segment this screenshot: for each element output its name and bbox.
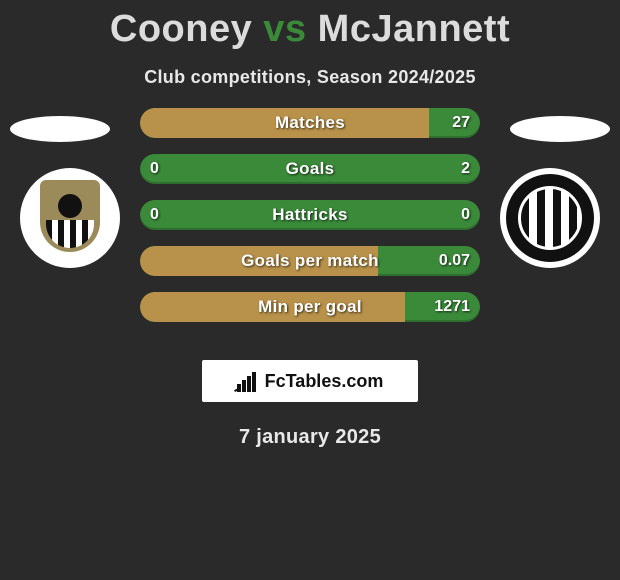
- stat-value-right: 2: [461, 154, 470, 184]
- stat-row-goals: 0 Goals 2: [140, 154, 480, 184]
- stat-value-right: 0.07: [439, 246, 470, 276]
- stat-row-goals-per-match: Goals per match 0.07: [140, 246, 480, 276]
- stat-value-right: 27: [452, 108, 470, 138]
- brand-badge: FcTables.com: [202, 360, 418, 402]
- player2-name: McJannett: [318, 8, 510, 50]
- stat-label: Goals per match: [140, 246, 480, 276]
- notts-county-crest: [20, 168, 120, 268]
- stat-label: Min per goal: [140, 292, 480, 322]
- comparison-title: Cooney vs McJannett: [0, 0, 620, 51]
- vs-separator: vs: [263, 8, 306, 50]
- stat-value-right: 1271: [434, 292, 470, 322]
- stat-bars: Matches 27 0 Goals 2 0 Hattricks 0 Goals…: [140, 108, 480, 338]
- right-oval-decoration: [510, 116, 610, 142]
- stat-row-min-per-goal: Min per goal 1271: [140, 292, 480, 322]
- left-oval-decoration: [10, 116, 110, 142]
- brand-text: FcTables.com: [265, 371, 384, 392]
- footer-date: 7 january 2025: [0, 426, 620, 449]
- stat-row-hattricks: 0 Hattricks 0: [140, 200, 480, 230]
- grimsby-town-crest: [500, 168, 600, 268]
- subtitle: Club competitions, Season 2024/2025: [0, 67, 620, 88]
- stat-label: Matches: [140, 108, 480, 138]
- player1-name: Cooney: [110, 8, 252, 50]
- brand-chart-icon: [237, 370, 259, 392]
- stat-label: Hattricks: [140, 200, 480, 230]
- stat-label: Goals: [140, 154, 480, 184]
- comparison-content: Matches 27 0 Goals 2 0 Hattricks 0 Goals…: [0, 108, 620, 348]
- stat-row-matches: Matches 27: [140, 108, 480, 138]
- stat-value-right: 0: [461, 200, 470, 230]
